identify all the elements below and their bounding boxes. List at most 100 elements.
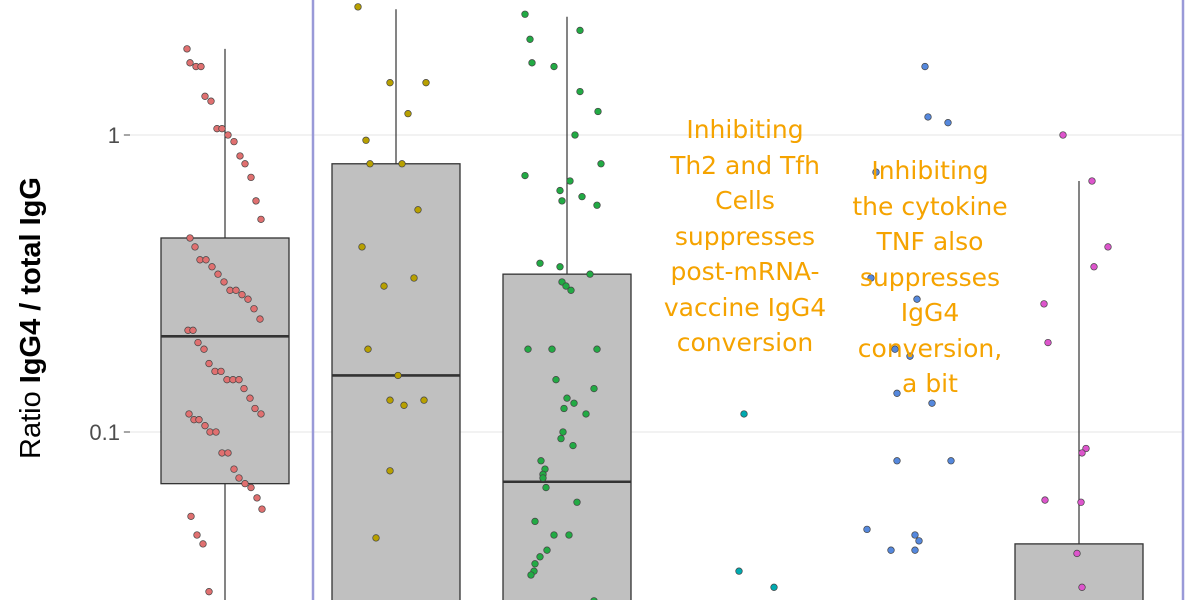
data-point	[521, 171, 529, 180]
data-point	[565, 531, 573, 539]
data-point	[573, 498, 581, 506]
data-point	[414, 206, 422, 214]
data-point	[206, 428, 214, 436]
data-point	[364, 345, 372, 353]
data-point	[211, 367, 219, 376]
data-point	[199, 540, 207, 548]
data-point	[183, 45, 191, 53]
data-point	[1078, 583, 1086, 591]
data-point	[893, 457, 901, 465]
data-point	[247, 483, 255, 492]
data-point	[915, 537, 923, 545]
data-point	[867, 274, 875, 282]
data-point	[578, 193, 586, 201]
data-point	[191, 243, 199, 251]
boxes	[160, 9, 1144, 600]
annotation-tnf: Inhibiting the cytokine TNF also suppres…	[852, 156, 1008, 398]
data-point	[362, 136, 370, 144]
data-point	[1104, 243, 1112, 251]
data-point	[386, 396, 394, 404]
data-point	[201, 422, 209, 430]
data-point	[947, 457, 955, 465]
data-point	[521, 10, 529, 18]
y-tick-label: 0.1	[89, 420, 120, 445]
data-point	[906, 352, 914, 360]
data-point	[887, 546, 895, 554]
data-point	[200, 345, 208, 353]
data-point	[398, 160, 406, 168]
data-point	[1088, 177, 1096, 185]
data-point	[872, 168, 880, 176]
data-point	[891, 345, 899, 353]
data-point	[556, 263, 564, 271]
data-point	[548, 345, 556, 353]
y-axis-label-bold: IgG4 / total IgG	[15, 177, 47, 383]
data-point	[380, 282, 388, 290]
data-point	[893, 389, 901, 397]
data-point	[539, 474, 547, 482]
data-point	[185, 410, 193, 418]
data-point	[576, 87, 584, 96]
data-point	[928, 399, 936, 407]
y-axis-label-prefix: Ratio	[15, 383, 47, 459]
data-point	[189, 326, 197, 334]
data-point	[394, 371, 402, 380]
data-point	[202, 256, 210, 264]
grid	[123, 134, 1183, 433]
data-point	[251, 404, 259, 413]
data-point	[558, 197, 566, 205]
data-point	[252, 197, 260, 205]
data-point	[201, 92, 209, 100]
data-point	[258, 505, 266, 513]
data-point	[557, 434, 565, 443]
data-point	[218, 125, 226, 133]
data-point	[386, 467, 394, 475]
data-point	[235, 474, 243, 482]
data-point	[563, 394, 571, 402]
data-point	[593, 345, 601, 353]
data-point	[257, 215, 265, 223]
data-point	[372, 534, 380, 542]
data-point	[205, 359, 213, 368]
y-tick-label: 1	[108, 123, 120, 148]
data-point	[197, 62, 205, 71]
data-point	[528, 59, 536, 67]
data-point	[590, 384, 598, 393]
data-point	[195, 416, 203, 424]
data-point	[570, 399, 578, 407]
data-point	[366, 160, 374, 168]
data-point	[230, 137, 238, 146]
data-point	[1041, 496, 1049, 504]
data-point	[226, 286, 234, 294]
data-point	[576, 26, 584, 35]
data-point	[1073, 549, 1081, 558]
data-point	[571, 131, 579, 139]
data-point	[735, 567, 743, 575]
data-point	[526, 35, 534, 43]
data-point	[562, 282, 570, 290]
annotation-th2-tfh: Inhibiting Th2 and Tfh Cells suppresses …	[663, 115, 827, 357]
y-ticks: 0.11	[89, 123, 130, 445]
data-point	[566, 177, 574, 185]
data-point	[550, 62, 558, 71]
data-point	[212, 428, 220, 436]
data-point	[560, 404, 568, 413]
data-point	[924, 113, 932, 121]
data-point	[358, 243, 366, 251]
data-point	[404, 110, 412, 118]
data-point	[205, 588, 213, 596]
data-point	[1040, 300, 1048, 308]
data-point	[536, 553, 544, 561]
data-point	[224, 131, 232, 139]
data-point	[400, 401, 408, 409]
data-point	[256, 315, 264, 323]
data-point	[196, 256, 204, 264]
data-point	[586, 270, 594, 278]
data-point	[246, 394, 254, 402]
box-iqr	[331, 163, 461, 600]
data-point	[1077, 498, 1085, 506]
points	[183, 3, 1112, 600]
data-point	[531, 560, 539, 568]
y-axis-label: Ratio IgG4 / total IgG	[15, 177, 47, 459]
